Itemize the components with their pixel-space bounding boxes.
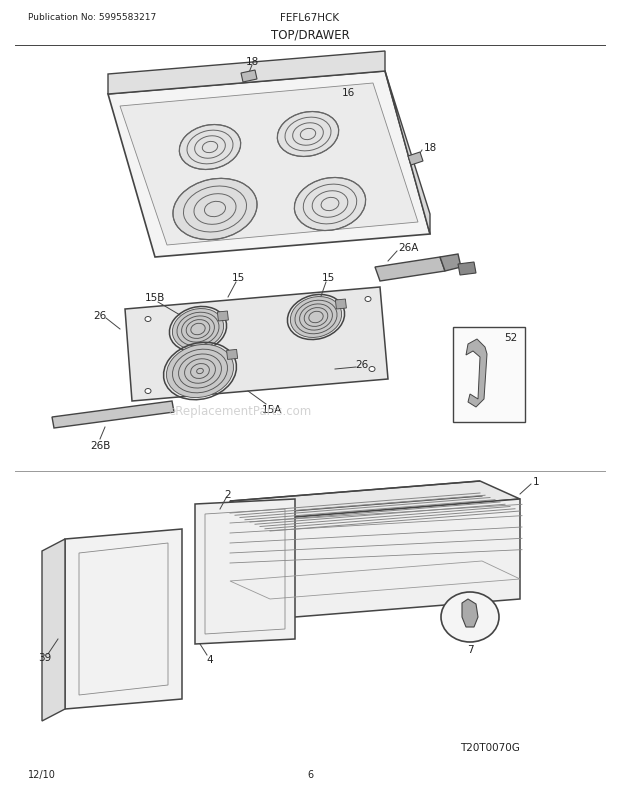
Text: 7: 7: [467, 644, 473, 654]
Polygon shape: [230, 481, 480, 501]
Polygon shape: [466, 339, 487, 407]
Polygon shape: [241, 71, 257, 83]
Text: 18: 18: [246, 57, 259, 67]
Polygon shape: [270, 500, 520, 619]
Text: 6: 6: [307, 769, 313, 779]
Text: 18: 18: [424, 143, 437, 153]
Polygon shape: [335, 300, 347, 310]
Text: eReplacementParts.com: eReplacementParts.com: [169, 405, 312, 418]
Text: 26: 26: [355, 359, 369, 370]
Polygon shape: [65, 529, 182, 709]
Polygon shape: [218, 312, 228, 322]
Polygon shape: [462, 599, 478, 627]
Polygon shape: [52, 402, 174, 428]
Ellipse shape: [369, 367, 375, 372]
Polygon shape: [226, 350, 237, 360]
Polygon shape: [125, 288, 388, 402]
Text: 16: 16: [342, 88, 355, 98]
Polygon shape: [453, 327, 525, 423]
Text: 15A: 15A: [262, 404, 282, 415]
Ellipse shape: [179, 125, 241, 170]
Text: 26A: 26A: [398, 243, 419, 253]
Text: 1: 1: [533, 476, 539, 486]
Ellipse shape: [294, 178, 366, 231]
Polygon shape: [408, 153, 423, 166]
Ellipse shape: [167, 345, 234, 398]
Text: 26: 26: [94, 310, 107, 321]
Polygon shape: [440, 255, 461, 272]
Text: FEFL67HCK: FEFL67HCK: [280, 13, 340, 23]
Ellipse shape: [290, 298, 342, 338]
Polygon shape: [375, 257, 445, 282]
Polygon shape: [385, 72, 430, 235]
Text: 15: 15: [321, 273, 335, 282]
Polygon shape: [120, 84, 418, 245]
Ellipse shape: [441, 592, 499, 642]
Ellipse shape: [173, 179, 257, 241]
Polygon shape: [230, 481, 520, 520]
Text: T20T0070G: T20T0070G: [460, 742, 520, 752]
Polygon shape: [108, 72, 430, 257]
Text: 4: 4: [206, 654, 213, 664]
Text: 39: 39: [38, 652, 51, 662]
Text: 52: 52: [505, 333, 518, 342]
Polygon shape: [458, 263, 476, 276]
Ellipse shape: [145, 389, 151, 394]
Polygon shape: [230, 501, 270, 619]
Text: 12/10: 12/10: [28, 769, 56, 779]
Text: 2: 2: [224, 489, 231, 500]
Polygon shape: [195, 500, 295, 644]
Text: Publication No: 5995583217: Publication No: 5995583217: [28, 14, 156, 22]
Text: 26B: 26B: [90, 440, 110, 451]
Polygon shape: [42, 539, 65, 721]
Ellipse shape: [145, 317, 151, 322]
Ellipse shape: [172, 309, 224, 350]
Text: 15: 15: [231, 273, 245, 282]
Polygon shape: [108, 52, 385, 95]
Text: TOP/DRAWER: TOP/DRAWER: [270, 28, 350, 42]
Text: 15B: 15B: [145, 293, 165, 302]
Ellipse shape: [277, 112, 339, 157]
Ellipse shape: [365, 297, 371, 302]
